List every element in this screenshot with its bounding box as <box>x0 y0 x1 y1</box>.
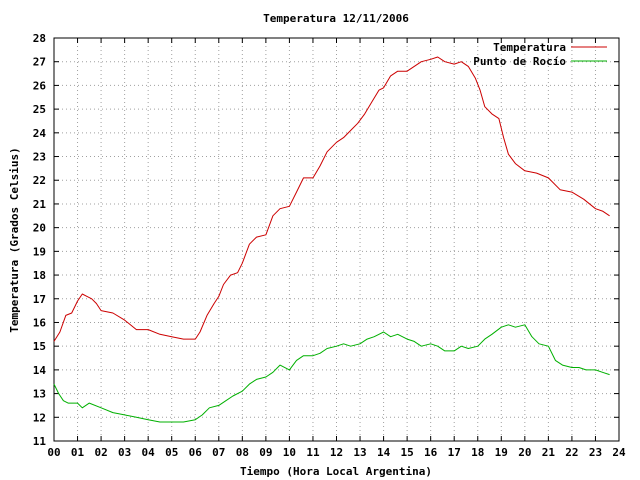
x-tick-label: 03 <box>118 446 131 459</box>
y-tick-label: 25 <box>33 103 46 116</box>
x-tick-label: 15 <box>401 446 414 459</box>
x-tick-label: 09 <box>259 446 272 459</box>
x-tick-label: 18 <box>471 446 484 459</box>
x-tick-label: 11 <box>306 446 320 459</box>
y-tick-label: 15 <box>33 340 46 353</box>
y-tick-label: 17 <box>33 293 46 306</box>
x-tick-label: 13 <box>353 446 366 459</box>
y-tick-label: 11 <box>33 435 47 448</box>
x-tick-label: 24 <box>612 446 626 459</box>
y-tick-label: 24 <box>33 127 47 140</box>
x-tick-label: 16 <box>424 446 438 459</box>
x-tick-label: 08 <box>236 446 249 459</box>
y-axis-label: Temperatura (Grados Celsius) <box>8 147 21 332</box>
x-tick-label: 21 <box>542 446 556 459</box>
legend-label-temperatura: Temperatura <box>493 41 566 54</box>
legend: Temperatura Punto de Rocío <box>473 41 607 68</box>
y-tick-label: 19 <box>33 245 46 258</box>
y-tick-label: 16 <box>33 316 47 329</box>
x-tick-label: 10 <box>283 446 296 459</box>
y-tick-label: 12 <box>33 411 46 424</box>
x-axis-label: Tiempo (Hora Local Argentina) <box>240 465 432 478</box>
x-tick-label: 14 <box>377 446 391 459</box>
y-axis-ticks: 11 12 13 14 15 16 17 18 19 20 21 22 23 24 25 26 27 28 <box>33 32 619 448</box>
x-tick-label: 07 <box>212 446 225 459</box>
y-tick-label: 23 <box>33 151 46 164</box>
grid-lines <box>54 38 619 441</box>
punto-de-rocio-line <box>53 324 610 423</box>
temperatura-line <box>53 56 610 342</box>
legend-label-punto-de-rocio: Punto de Rocío <box>473 55 566 68</box>
x-tick-label: 17 <box>448 446 461 459</box>
y-tick-label: 18 <box>33 269 46 282</box>
x-axis-ticks: 00 01 02 03 04 05 06 07 08 09 10 11 12 13 14 15 16 17 18 19… <box>47 38 626 459</box>
x-tick-label: 20 <box>518 446 531 459</box>
x-tick-label: 00 <box>47 446 60 459</box>
y-tick-label: 13 <box>33 388 46 401</box>
x-tick-label: 22 <box>565 446 578 459</box>
x-tick-label: 02 <box>94 446 107 459</box>
y-tick-label: 14 <box>33 364 47 377</box>
x-tick-label: 19 <box>495 446 508 459</box>
y-tick-label: 26 <box>33 79 47 92</box>
x-tick-label: 12 <box>330 446 343 459</box>
series-layer <box>53 56 610 423</box>
x-tick-label: 06 <box>189 446 203 459</box>
y-tick-label: 28 <box>33 32 46 45</box>
chart-title: Temperatura 12/11/2006 <box>263 12 409 25</box>
y-tick-label: 21 <box>33 198 47 211</box>
y-tick-label: 27 <box>33 56 46 69</box>
x-tick-label: 23 <box>589 446 602 459</box>
x-tick-label: 01 <box>71 446 85 459</box>
y-tick-label: 22 <box>33 174 46 187</box>
x-tick-label: 05 <box>165 446 178 459</box>
y-tick-label: 20 <box>33 222 46 235</box>
x-tick-label: 04 <box>142 446 156 459</box>
